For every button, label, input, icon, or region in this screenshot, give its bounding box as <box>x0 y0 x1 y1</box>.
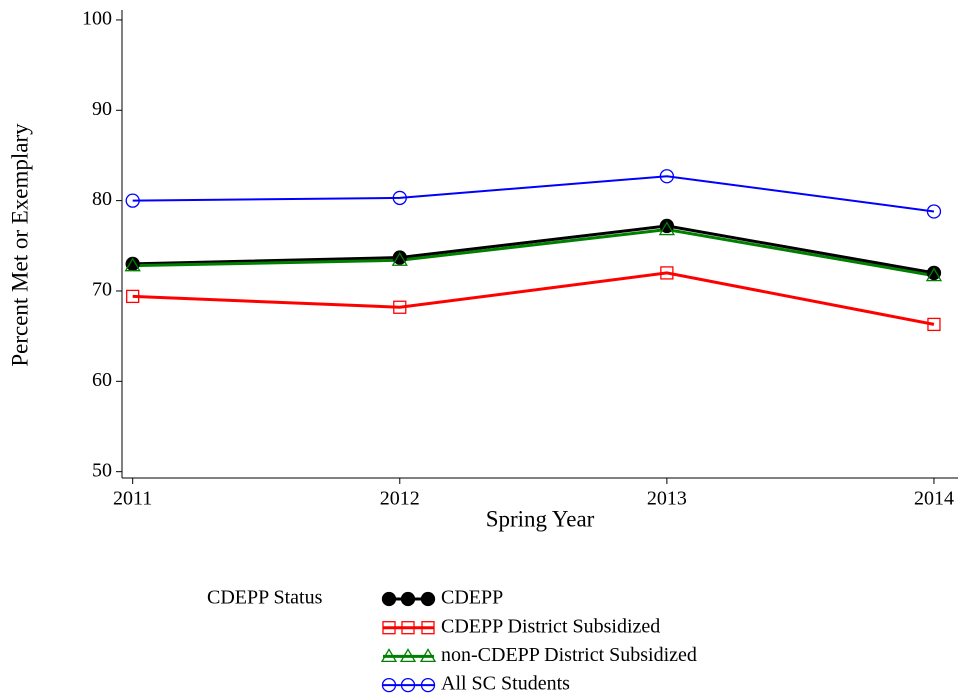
legend-label: CDEPP <box>441 587 503 609</box>
legend-marker <box>420 677 436 693</box>
legend-marker <box>401 621 415 635</box>
legend-title: CDEPP Status <box>207 587 323 609</box>
y-tick-label: 100 <box>82 8 112 30</box>
legend-marker <box>419 648 437 663</box>
data-point <box>126 289 140 304</box>
data-point <box>927 317 941 332</box>
legend-marker <box>381 591 397 607</box>
x-axis-title: Spring Year <box>486 506 595 531</box>
y-tick-label: 70 <box>92 279 112 301</box>
legend-marker <box>400 591 416 607</box>
legend-marker <box>421 621 435 635</box>
data-point <box>925 267 943 282</box>
data-point <box>125 193 140 208</box>
x-tick-label: 2014 <box>914 488 954 510</box>
series-line <box>132 175 935 213</box>
legend-marker <box>399 648 417 663</box>
data-point <box>659 169 675 184</box>
legend-marker <box>380 648 398 663</box>
legend-marker <box>382 621 396 635</box>
legend-label: non-CDEPP District Subsidized <box>441 644 697 666</box>
y-tick-label: 90 <box>92 98 112 120</box>
legend-marker <box>381 677 397 693</box>
y-axis-title: Percent Met or Exemplary <box>7 123 32 367</box>
series-line <box>132 228 935 278</box>
x-tick-label: 2013 <box>647 488 687 510</box>
legend-marker <box>400 677 416 693</box>
legend-label: CDEPP District Subsidized <box>441 615 660 637</box>
legend-marker <box>420 591 436 607</box>
data-point <box>926 204 942 219</box>
series-line <box>132 224 935 275</box>
y-tick-label: 60 <box>92 369 112 391</box>
data-point <box>392 190 407 206</box>
data-point <box>391 251 408 266</box>
series-line <box>132 271 935 326</box>
data-point <box>392 250 407 265</box>
y-tick-label: 50 <box>92 459 112 481</box>
data-point <box>124 257 141 272</box>
x-tick-label: 2011 <box>113 488 152 510</box>
data-point <box>393 300 407 314</box>
x-tick-label: 2012 <box>380 488 420 510</box>
data-point <box>660 266 674 280</box>
data-point <box>658 221 676 236</box>
legend-label: All SC Students <box>441 673 570 695</box>
data-point <box>926 265 942 281</box>
y-tick-label: 80 <box>92 188 112 210</box>
